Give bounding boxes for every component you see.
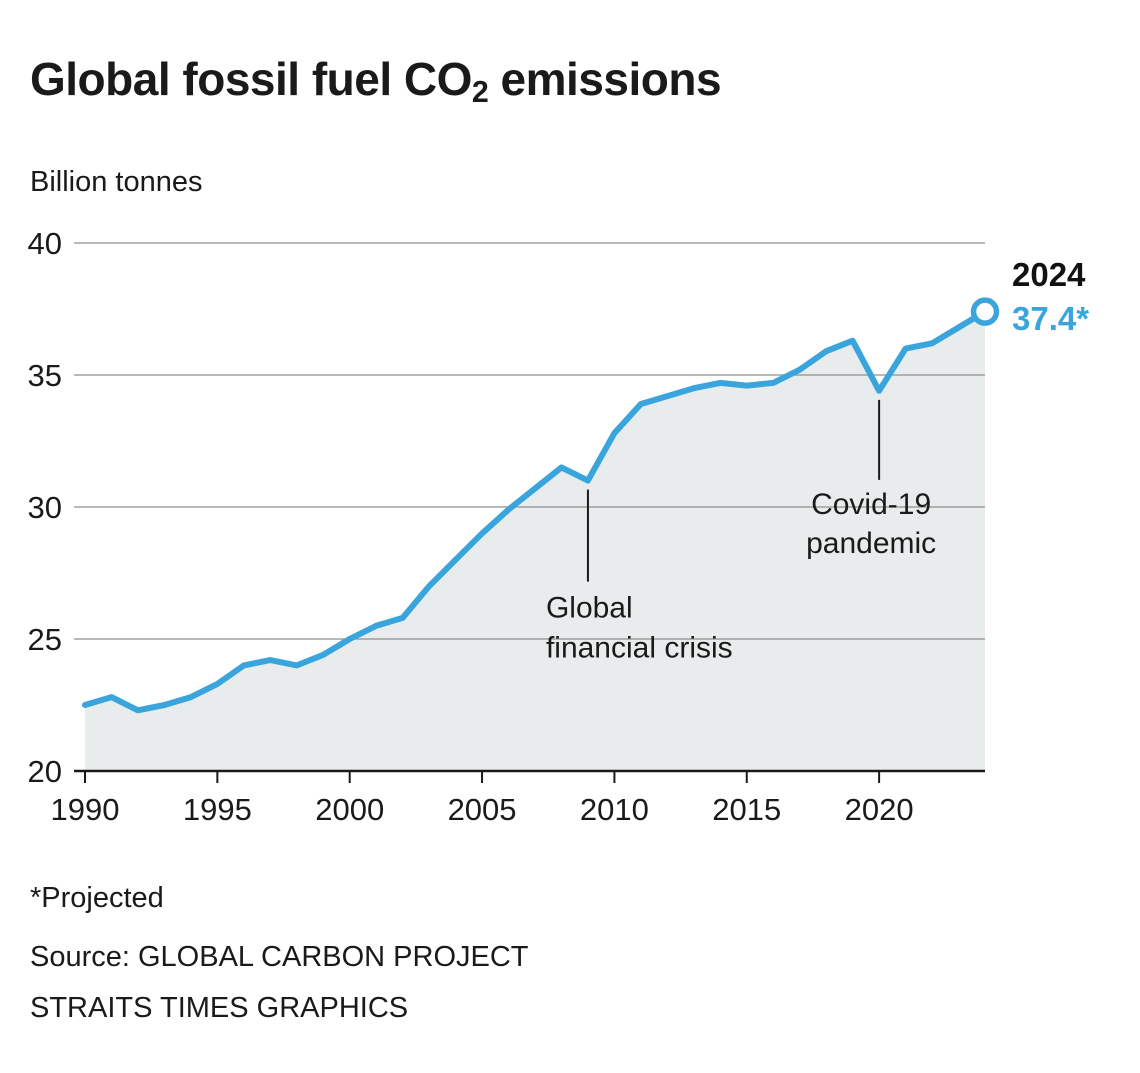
emissions-line-chart: 20 25 30 35 40 1990 1995 2000 2005 2010 2015 2020 Gl… xyxy=(28,226,1000,827)
emissions-line xyxy=(82,308,988,714)
y-tick-label: 20 xyxy=(28,754,62,789)
annotation-label: Covid-19 xyxy=(811,488,931,521)
axis-unit-label: Billion tonnes xyxy=(30,166,203,198)
x-tick-label: 2020 xyxy=(845,792,914,827)
x-tick-label: 1990 xyxy=(51,792,120,827)
x-tick-label: 2010 xyxy=(580,792,649,827)
x-tick-label: 2005 xyxy=(448,792,517,827)
footnote-projected: *Projected xyxy=(30,882,164,914)
chart-title: Global fossil fuel CO2 emissions xyxy=(30,52,722,109)
end-point-marker xyxy=(970,297,1000,326)
credit-line: STRAITS TIMES GRAPHICS xyxy=(30,992,409,1024)
y-tick-label: 30 xyxy=(28,490,62,525)
annotation-label: financial crisis xyxy=(546,632,733,665)
chart-title-subscript: 2 xyxy=(471,75,489,109)
end-label-year: 2024 xyxy=(1012,256,1086,293)
annotation-label: pandemic xyxy=(806,527,936,560)
y-tick-label: 40 xyxy=(28,226,62,261)
y-tick-label: 25 xyxy=(28,622,62,657)
y-tick-label: 35 xyxy=(28,358,62,393)
area-fill xyxy=(85,311,985,771)
x-tick-label: 1995 xyxy=(183,792,252,827)
chart-title-suffix: emissions xyxy=(488,53,722,105)
source-line: Source: GLOBAL CARBON PROJECT xyxy=(30,941,529,973)
end-label-value: 37.4* xyxy=(1012,300,1090,337)
chart-title-prefix: Global fossil fuel CO xyxy=(30,53,472,105)
x-tick-label: 2015 xyxy=(712,792,781,827)
annotation-label: Global xyxy=(546,592,633,625)
x-tick-label: 2000 xyxy=(315,792,384,827)
